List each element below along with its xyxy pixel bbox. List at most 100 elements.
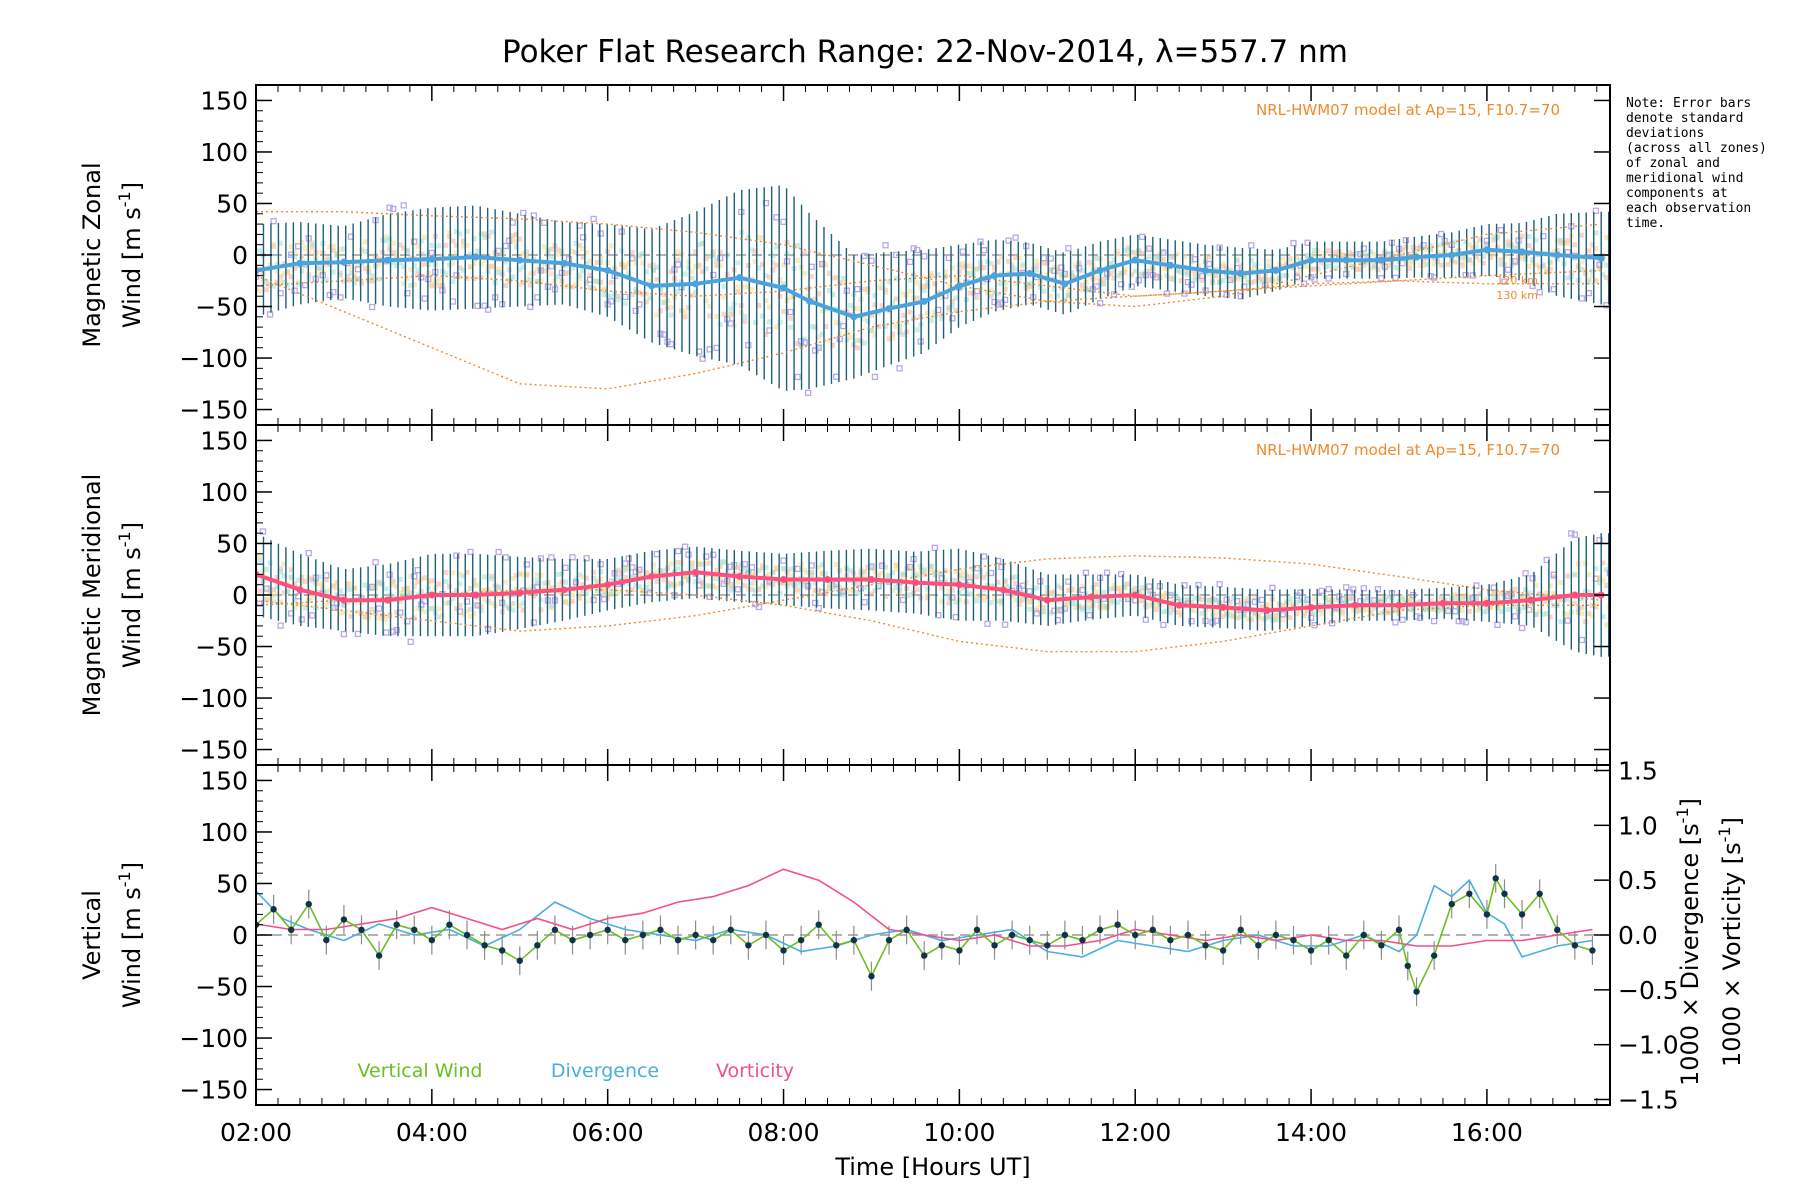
zone-point [1526,234,1532,240]
zone-point [1213,611,1219,617]
zone-point [598,586,604,592]
zone-point [946,600,952,606]
zone-point [288,574,294,580]
zone-point [1013,597,1019,603]
zone-point [1044,590,1050,596]
zone-point [344,581,350,587]
zone-point [482,574,488,580]
zone-point [756,586,762,592]
zone-point [1065,289,1071,295]
zone-point [946,594,952,600]
zone-point [1312,596,1318,602]
zone-point-outlier [1325,585,1332,593]
zone-point [555,274,561,280]
zone-point [1044,585,1050,591]
zone-point [257,248,263,254]
zone-point-outlier [1431,617,1438,625]
zone-point [506,278,512,284]
zone-point [394,249,400,255]
zone-point-outlier [418,601,425,608]
x-tick-label: 14:00 [1275,1118,1347,1147]
zone-point [337,246,343,252]
y-tick-label: 0 [232,241,248,270]
zone-point [1347,250,1353,256]
zone-point [626,589,632,595]
note-line: meridional wind [1626,171,1743,186]
zone-point [693,263,699,269]
zone-point [1188,259,1194,265]
zone-point [1122,582,1128,588]
zone-point [1438,605,1444,611]
zone-point [1164,608,1170,614]
zone-point [992,596,998,602]
zone-point [992,583,998,589]
zone-point [408,282,414,288]
zone-point-outlier [368,303,376,311]
zone-point [555,582,561,588]
zone-point [1385,251,1391,257]
mean-point [999,586,1007,594]
zone-point [1315,607,1321,613]
zone-point [766,572,772,578]
y-tick-label: 50 [216,529,248,558]
zone-point [1294,600,1300,606]
zone-point-outlier [579,234,587,241]
zone-point [1305,608,1311,614]
vertical-wind-point [481,942,488,949]
zone-point [1234,258,1240,264]
zone-point [837,330,843,336]
zone-point [654,312,660,318]
zone-point [981,587,987,593]
vertical-wind-point [446,921,453,928]
zone-point-outlier [1420,242,1427,249]
zone-point [629,254,635,260]
zone-point [1224,611,1230,617]
zone-point [689,561,695,567]
zone-point [1357,266,1363,272]
zone-point [538,267,544,273]
note-line: time. [1626,216,1665,231]
zone-point [1252,262,1258,268]
vertical-wind-point [270,906,277,913]
zone-point-outlier [815,604,822,612]
zone-point [1343,267,1349,273]
vertical-wind-point [498,947,506,954]
zone-point [700,561,706,567]
zone-point-outlier [1216,581,1223,588]
zone-point [471,275,477,281]
zone-point [429,242,435,248]
zone-point [1347,254,1353,260]
zone-point-outlier [1135,277,1142,284]
zone-point [562,579,568,585]
zone-point [1164,266,1170,272]
zone-point-outlier [717,254,724,262]
zone-point [999,280,1005,286]
zone-point [271,283,277,289]
zone-point [429,578,435,584]
zone-point [489,600,495,606]
zone-point-outlier [1550,286,1557,293]
mean-point [823,576,831,584]
zone-point [359,610,365,616]
zone-point [629,292,635,298]
zone-point [1491,237,1497,243]
zone-point-outlier [906,563,914,571]
zone-point [577,595,583,601]
plot-area-meridional [256,528,1610,657]
zone-point [622,574,628,580]
zone-point [302,605,308,611]
zone-point [1540,611,1546,617]
zone-point-outlier [861,599,868,606]
zone-point [735,289,741,295]
zone-point [1589,268,1595,274]
zone-point [460,267,466,273]
y-tick-label: 150 [200,426,248,455]
zone-point [675,581,681,587]
ylabel-line1-vertical: Vertical [78,890,106,980]
mean-point [648,572,656,580]
zone-point [1079,287,1085,293]
zone-point [1153,602,1159,608]
zone-point [1364,606,1370,612]
mean-point [516,589,524,597]
